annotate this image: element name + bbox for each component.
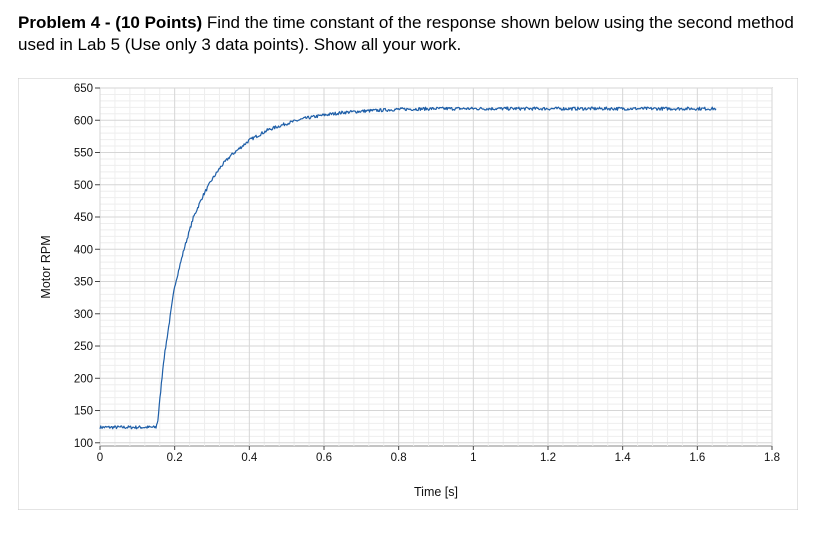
- x-tick-label: 0.2: [167, 452, 183, 464]
- major-grid: [99, 87, 773, 446]
- series-group: [99, 106, 717, 430]
- problem-body: Find the time constant of the response s…: [18, 13, 794, 54]
- x-tick-label: 0: [97, 452, 103, 464]
- plot-area: [99, 87, 773, 447]
- y-tick-label: 150: [74, 406, 93, 418]
- response-chart: 100 150 200 250 300 350 400 450 500 550 600 650 0 0.…: [18, 78, 798, 510]
- y-tick-label: 400: [74, 244, 93, 256]
- axis-ticks: [95, 87, 773, 450]
- x-tick-label: 1.2: [540, 452, 556, 464]
- problem-heading: Problem 4 - (10 Points): [18, 13, 203, 32]
- x-tick-label: 0.4: [241, 452, 258, 464]
- y-tick-labels: 100 150 200 250 300 350 400 450 500 550 600 650: [74, 83, 93, 450]
- x-tick-label: 1.8: [764, 452, 780, 464]
- y-tick-label: 600: [74, 115, 93, 127]
- y-tick-label: 500: [74, 180, 93, 192]
- series-line: [99, 106, 717, 430]
- x-tick-label: 1.6: [689, 452, 705, 464]
- x-tick-label: 1: [470, 452, 476, 464]
- x-tick-labels: 0 0.2 0.4 0.6 0.8 1 1.2 1.4 1.6 1.8: [97, 452, 780, 464]
- problem-statement: Problem 4 - (10 Points) Find the time co…: [18, 12, 808, 56]
- y-axis-title: Motor RPM: [39, 235, 53, 298]
- y-tick-label: 300: [74, 309, 93, 321]
- y-tick-label: 100: [74, 438, 93, 450]
- x-tick-label: 1.4: [615, 452, 632, 464]
- y-tick-label: 450: [74, 212, 93, 224]
- y-tick-label: 650: [74, 83, 93, 95]
- y-tick-label: 200: [74, 373, 93, 385]
- y-tick-label: 350: [74, 277, 93, 289]
- y-tick-label: 550: [74, 148, 93, 160]
- x-tick-label: 0.6: [316, 452, 332, 464]
- chart-container: 100 150 200 250 300 350 400 450 500 550 600 650 0 0.…: [18, 78, 798, 510]
- y-tick-label: 250: [74, 341, 93, 353]
- x-tick-label: 0.8: [391, 452, 407, 464]
- x-axis-title: Time [s]: [414, 485, 458, 499]
